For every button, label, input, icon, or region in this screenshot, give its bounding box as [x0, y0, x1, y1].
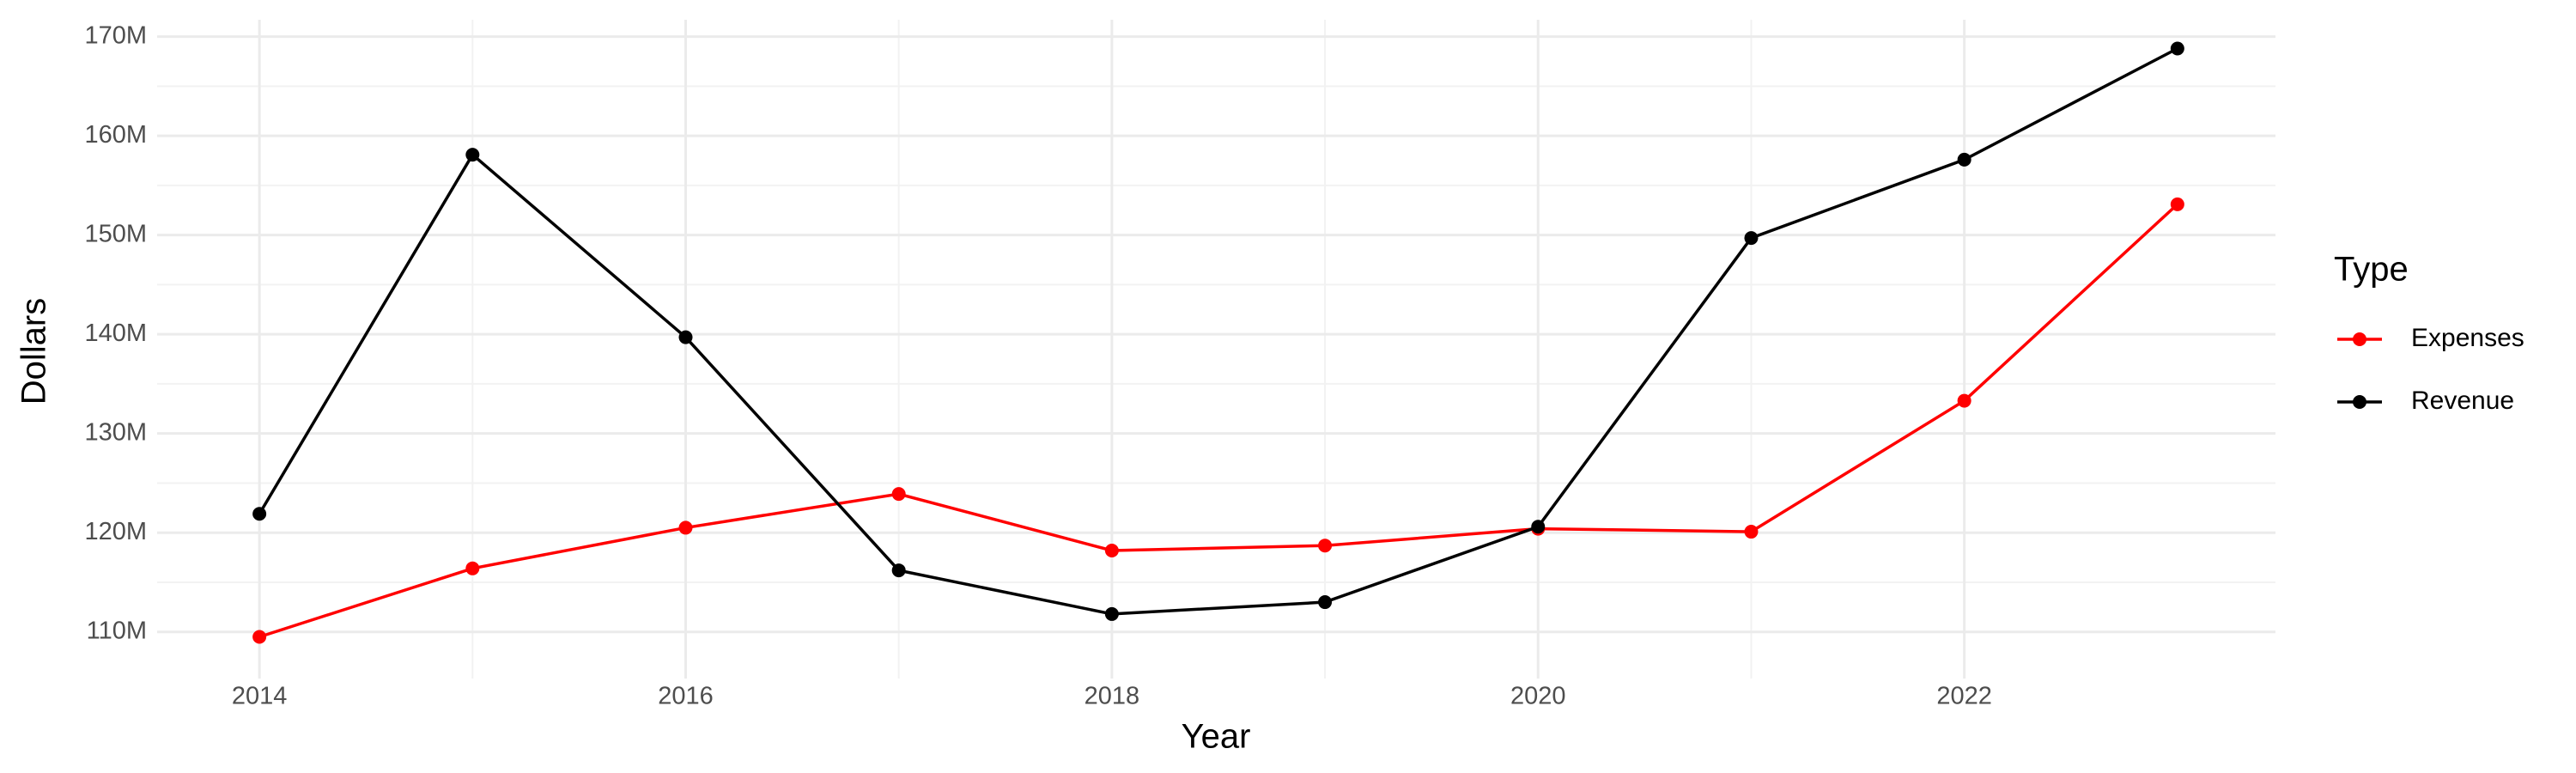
y-tick-label: 110M	[87, 617, 147, 644]
legend-label: Revenue	[2411, 386, 2514, 415]
data-point	[465, 561, 480, 575]
data-point	[1318, 539, 1333, 553]
data-point	[678, 520, 693, 535]
data-point	[1104, 606, 1119, 621]
legend-title: Type	[2334, 251, 2409, 289]
data-point	[891, 563, 906, 578]
data-point	[465, 148, 480, 162]
series-line	[258, 203, 2179, 639]
data-point	[891, 487, 906, 502]
x-tick-label: 2016	[658, 683, 714, 710]
data-point	[252, 630, 267, 644]
legend-marker	[2353, 395, 2366, 409]
y-axis-title: Dollars	[15, 298, 53, 405]
data-point	[2170, 197, 2184, 211]
data-point	[678, 330, 693, 344]
y-tick-label: 160M	[84, 121, 147, 149]
x-tick-label: 2020	[1510, 683, 1566, 710]
data-point	[1957, 152, 1971, 167]
x-axis-title: Year	[1182, 718, 1251, 756]
data-point	[1318, 595, 1333, 610]
y-tick-label: 170M	[84, 21, 147, 49]
data-point	[1744, 525, 1759, 539]
y-tick-label: 120M	[84, 518, 147, 545]
x-tick-label: 2014	[232, 683, 288, 710]
x-tick-label: 2022	[1936, 683, 1992, 710]
series-line	[258, 46, 2178, 616]
data-point	[1957, 393, 1971, 408]
y-tick-label: 150M	[84, 220, 147, 247]
data-point	[1531, 520, 1546, 534]
y-tick-label: 130M	[84, 418, 147, 446]
y-tick-label: 140M	[84, 320, 147, 347]
data-point	[252, 507, 267, 521]
data-point	[2170, 41, 2184, 56]
legend-marker	[2353, 332, 2366, 346]
legend-label: Expenses	[2411, 324, 2524, 352]
data-point	[1104, 543, 1119, 557]
x-tick-label: 2018	[1084, 683, 1140, 710]
data-point	[1744, 231, 1759, 246]
